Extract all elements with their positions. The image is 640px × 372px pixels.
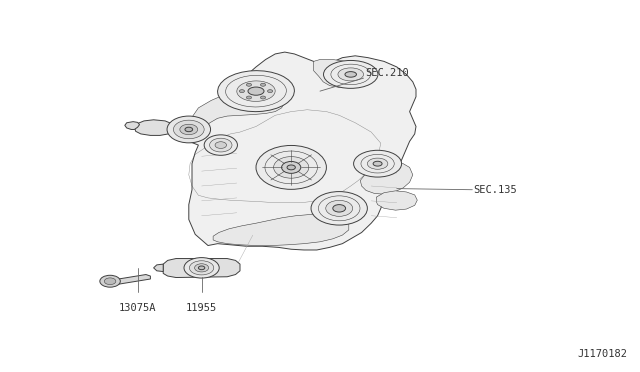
Ellipse shape bbox=[323, 61, 378, 89]
Ellipse shape bbox=[248, 87, 264, 95]
Ellipse shape bbox=[345, 71, 356, 77]
Polygon shape bbox=[360, 156, 413, 194]
Circle shape bbox=[260, 96, 266, 99]
Ellipse shape bbox=[311, 192, 367, 225]
Text: 13075A: 13075A bbox=[119, 303, 156, 313]
Circle shape bbox=[246, 96, 252, 99]
Polygon shape bbox=[376, 191, 417, 210]
Polygon shape bbox=[314, 60, 371, 87]
Polygon shape bbox=[125, 122, 140, 129]
Circle shape bbox=[268, 90, 273, 93]
Polygon shape bbox=[163, 259, 240, 278]
Ellipse shape bbox=[185, 127, 193, 132]
Circle shape bbox=[100, 275, 120, 287]
Ellipse shape bbox=[338, 68, 364, 81]
Ellipse shape bbox=[218, 71, 294, 112]
Ellipse shape bbox=[373, 161, 382, 166]
Ellipse shape bbox=[353, 150, 402, 177]
Ellipse shape bbox=[274, 157, 309, 178]
Polygon shape bbox=[191, 89, 285, 134]
Ellipse shape bbox=[237, 81, 275, 102]
Text: SEC.135: SEC.135 bbox=[474, 185, 517, 195]
Text: SEC.210: SEC.210 bbox=[365, 68, 408, 78]
Ellipse shape bbox=[184, 257, 219, 278]
Polygon shape bbox=[114, 275, 150, 284]
Circle shape bbox=[246, 83, 252, 86]
Polygon shape bbox=[134, 120, 173, 135]
Polygon shape bbox=[154, 264, 163, 272]
Ellipse shape bbox=[210, 138, 232, 152]
Circle shape bbox=[239, 90, 244, 93]
Polygon shape bbox=[213, 215, 349, 246]
Ellipse shape bbox=[215, 142, 227, 148]
Ellipse shape bbox=[167, 116, 211, 143]
Polygon shape bbox=[186, 52, 416, 250]
Ellipse shape bbox=[256, 145, 326, 189]
Ellipse shape bbox=[282, 161, 301, 173]
Ellipse shape bbox=[195, 264, 209, 272]
Ellipse shape bbox=[198, 266, 205, 270]
Text: J1170182: J1170182 bbox=[577, 349, 627, 359]
Ellipse shape bbox=[204, 135, 237, 155]
Circle shape bbox=[104, 278, 116, 285]
Ellipse shape bbox=[333, 205, 346, 212]
Text: 11955: 11955 bbox=[186, 303, 217, 313]
Ellipse shape bbox=[287, 165, 296, 170]
Ellipse shape bbox=[173, 120, 204, 139]
Ellipse shape bbox=[189, 261, 214, 275]
Ellipse shape bbox=[326, 200, 353, 217]
Ellipse shape bbox=[367, 158, 388, 169]
Ellipse shape bbox=[180, 124, 198, 135]
Circle shape bbox=[260, 83, 266, 86]
